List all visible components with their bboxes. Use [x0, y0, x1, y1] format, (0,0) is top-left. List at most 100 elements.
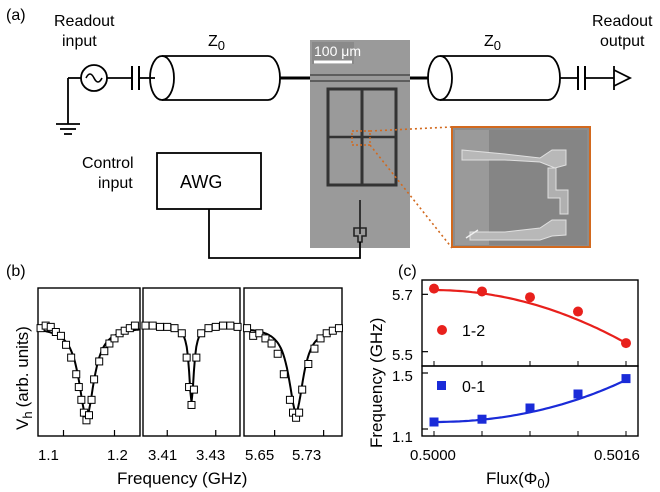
b-data-point	[192, 353, 201, 362]
b-data-point	[130, 321, 139, 330]
panel-b-label: (b)	[6, 263, 26, 280]
c-axis-box	[421, 365, 639, 437]
panel-c-xlabel: Flux(Φ0)	[486, 469, 550, 491]
panel-b-plot	[36, 287, 343, 437]
c-data-point-0-1	[525, 403, 535, 413]
legend-marker-1-2	[437, 325, 447, 335]
b-data-point	[56, 331, 65, 340]
zoom-line-top	[369, 126, 453, 132]
readout-output-line1: Readout	[592, 13, 653, 30]
b-data-point	[226, 321, 235, 330]
readout-input-line1: Readout	[54, 13, 115, 30]
b-data-point	[105, 339, 114, 348]
b-data-point	[285, 395, 294, 404]
c-bot-ytick-2: 1.1	[392, 429, 413, 446]
b-data-point	[298, 385, 307, 394]
panel-c-ylabel: Frequency (GHz)	[367, 318, 386, 448]
b-tick-6: 5.73	[292, 447, 321, 464]
b-data-point	[72, 370, 81, 379]
b-data-point	[211, 322, 220, 331]
awg-wire	[208, 209, 361, 259]
b-data-point	[87, 395, 96, 404]
c-data-point-0-1	[429, 417, 439, 427]
b-tick-1: 1.1	[38, 447, 59, 464]
b-data-point	[189, 385, 198, 394]
control-input-line2: input	[98, 175, 133, 192]
output-terminal-icon	[613, 66, 633, 90]
chip-micrograph	[310, 40, 410, 248]
c-xtick-1: 0.5000	[410, 447, 456, 464]
control-input-line1: Control	[82, 155, 134, 172]
b-data-point	[261, 334, 270, 343]
c-data-point-0-1	[573, 389, 583, 399]
z0-right-label: Z0	[484, 33, 501, 53]
c-xtick-2: 0.5016	[594, 447, 640, 464]
b-data-point	[233, 322, 242, 331]
b-axis-box	[243, 287, 343, 437]
b-axis-box	[37, 287, 141, 437]
b-data-point	[243, 324, 252, 333]
b-data-point	[155, 322, 164, 331]
b-tick-2: 1.2	[107, 447, 128, 464]
b-tick-4: 3.43	[196, 447, 225, 464]
b-data-point	[62, 340, 71, 349]
b-data-point	[197, 329, 206, 338]
readout-output-line2: output	[600, 33, 645, 50]
b-data-point	[182, 353, 191, 362]
coax-cable-left-icon	[149, 55, 281, 101]
zoom-line-bottom	[369, 144, 453, 249]
c-data-point-1-2	[621, 338, 631, 349]
panel-c-label: (c)	[398, 263, 417, 280]
b-data-point	[316, 334, 325, 343]
b-data-point	[219, 321, 228, 330]
b-data-point	[100, 347, 109, 356]
b-data-point	[148, 321, 157, 330]
b-data-point	[187, 400, 196, 409]
c-bot-ytick-1: 1.5	[392, 368, 413, 385]
c-data-point-1-2	[429, 283, 439, 294]
b-data-point	[273, 349, 282, 358]
ground-icon	[56, 77, 81, 135]
b-data-point	[95, 357, 104, 366]
b-tick-5: 5.65	[245, 447, 274, 464]
panel-b-ylabel: Vh(arb. units)	[13, 326, 35, 430]
b-data-point	[304, 360, 313, 368]
b-data-point	[279, 370, 288, 379]
legend-top-label: 1-2	[462, 323, 485, 340]
b-data-point	[85, 411, 93, 420]
b-data-point	[204, 324, 213, 333]
c-data-point-1-2	[573, 306, 583, 317]
awg-label: AWG	[180, 172, 222, 192]
b-data-point	[310, 344, 319, 353]
capacitor-left-icon	[107, 66, 150, 90]
ac-source-icon	[80, 64, 108, 92]
panel-c-plot	[421, 279, 639, 437]
legend-bottom-label: 0-1	[462, 379, 485, 396]
b-data-point	[163, 322, 172, 331]
b-data-point	[77, 395, 86, 404]
b-data-point	[267, 339, 276, 348]
coax-cable-right-icon	[427, 55, 561, 101]
sem-inset	[451, 126, 591, 248]
b-data-point	[177, 329, 186, 338]
z0-left-label: Z0	[208, 33, 225, 53]
readout-input-line2: input	[62, 33, 97, 50]
c-top-ytick-1: 5.7	[392, 287, 413, 304]
capacitor-right-icon	[560, 66, 614, 90]
scale-bar-label: 100 μm	[314, 43, 361, 59]
b-data-point	[170, 324, 179, 333]
panel-a-label: (a)	[6, 7, 26, 24]
c-fit-curve	[434, 288, 627, 345]
c-data-point-0-1	[477, 414, 487, 424]
c-top-ytick-2: 5.5	[392, 347, 413, 364]
b-data-point	[141, 321, 150, 330]
b-axis-box	[142, 287, 241, 437]
b-data-point	[90, 375, 99, 384]
b-data-point	[46, 322, 55, 331]
c-data-point-1-2	[477, 286, 487, 297]
b-data-point	[334, 324, 343, 333]
b-data-point	[295, 408, 304, 417]
c-data-point-0-1	[621, 374, 631, 384]
